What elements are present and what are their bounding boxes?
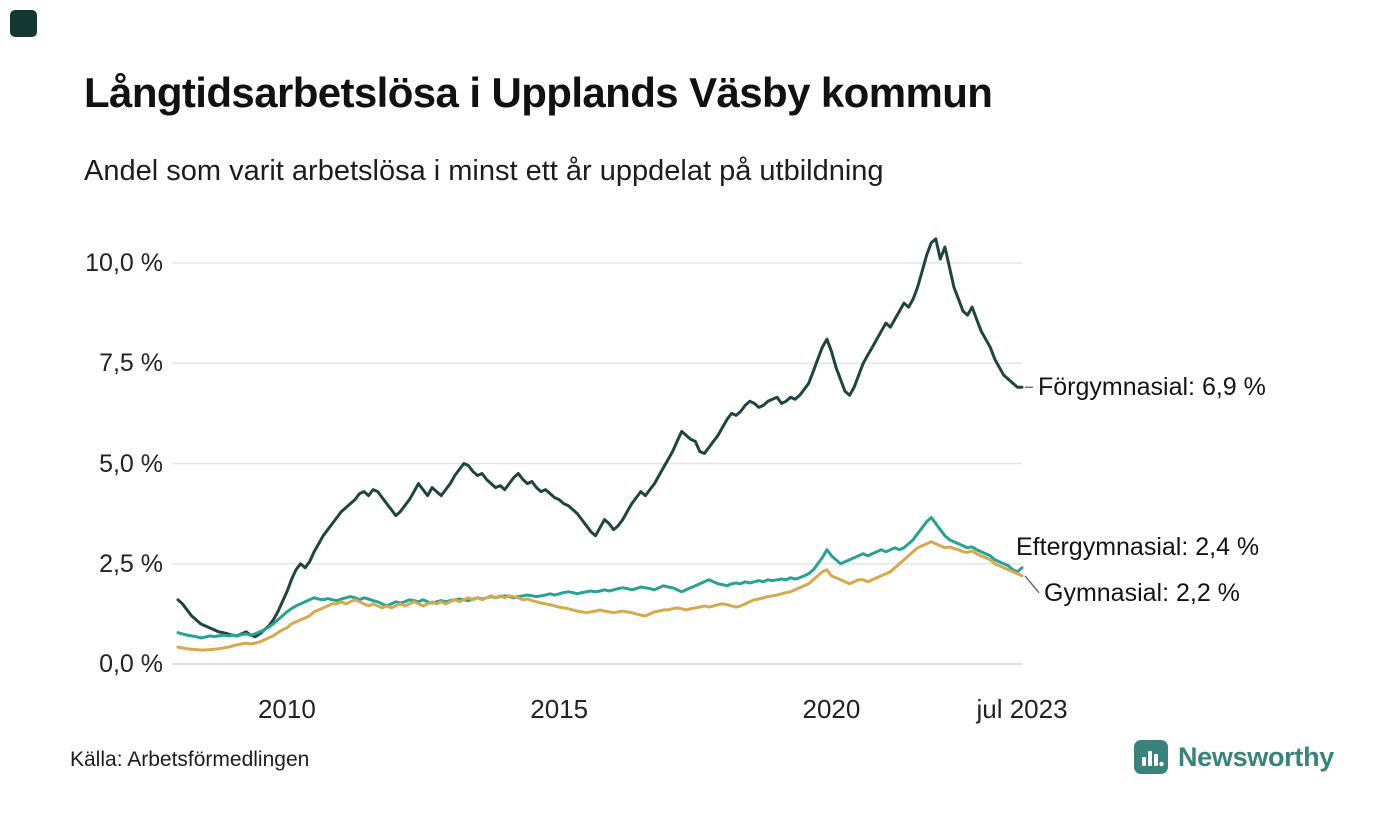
series-line-forgymnasial bbox=[176, 237, 1024, 639]
leader-line-gymnasial bbox=[1024, 575, 1040, 594]
y-tick-label: 10,0 % bbox=[85, 249, 163, 277]
series-line-gymnasial bbox=[176, 540, 1024, 652]
y-tick-label: 0,0 % bbox=[99, 650, 163, 678]
chart-subtitle: Andel som varit arbetslösa i minst ett å… bbox=[84, 155, 884, 187]
newsworthy-logo: Newsworthy bbox=[1133, 740, 1334, 774]
y-tick-label: 5,0 % bbox=[99, 449, 163, 478]
series-line-eftergymnasial bbox=[176, 516, 1024, 640]
y-tick-label: 2,5 % bbox=[99, 549, 163, 578]
brand-name: Newsworthy bbox=[1177, 741, 1334, 772]
x-tick-label: 2015 bbox=[530, 694, 589, 724]
series-label-gymnasial: Gymnasial: 2,2 % bbox=[1044, 578, 1240, 607]
newsworthy-corner-mark-icon bbox=[10, 10, 37, 37]
y-tick-label: 7,5 % bbox=[99, 349, 163, 378]
x-tick-label: 2010 bbox=[257, 694, 316, 724]
series-label-eftergymnasial: Eftergymnasial: 2,4 % bbox=[1016, 532, 1260, 561]
chart-title: Långtidsarbetslösa i Upplands Väsby komm… bbox=[84, 69, 993, 116]
x-tick-label: jul 2023 bbox=[976, 694, 1068, 724]
series-label-forgymnasial: Förgymnasial: 6,9 % bbox=[1038, 373, 1266, 402]
source-note: Källa: Arbetsförmedlingen bbox=[70, 748, 310, 771]
x-tick-label: 2020 bbox=[802, 694, 861, 724]
bar-chart-icon bbox=[1133, 740, 1168, 774]
